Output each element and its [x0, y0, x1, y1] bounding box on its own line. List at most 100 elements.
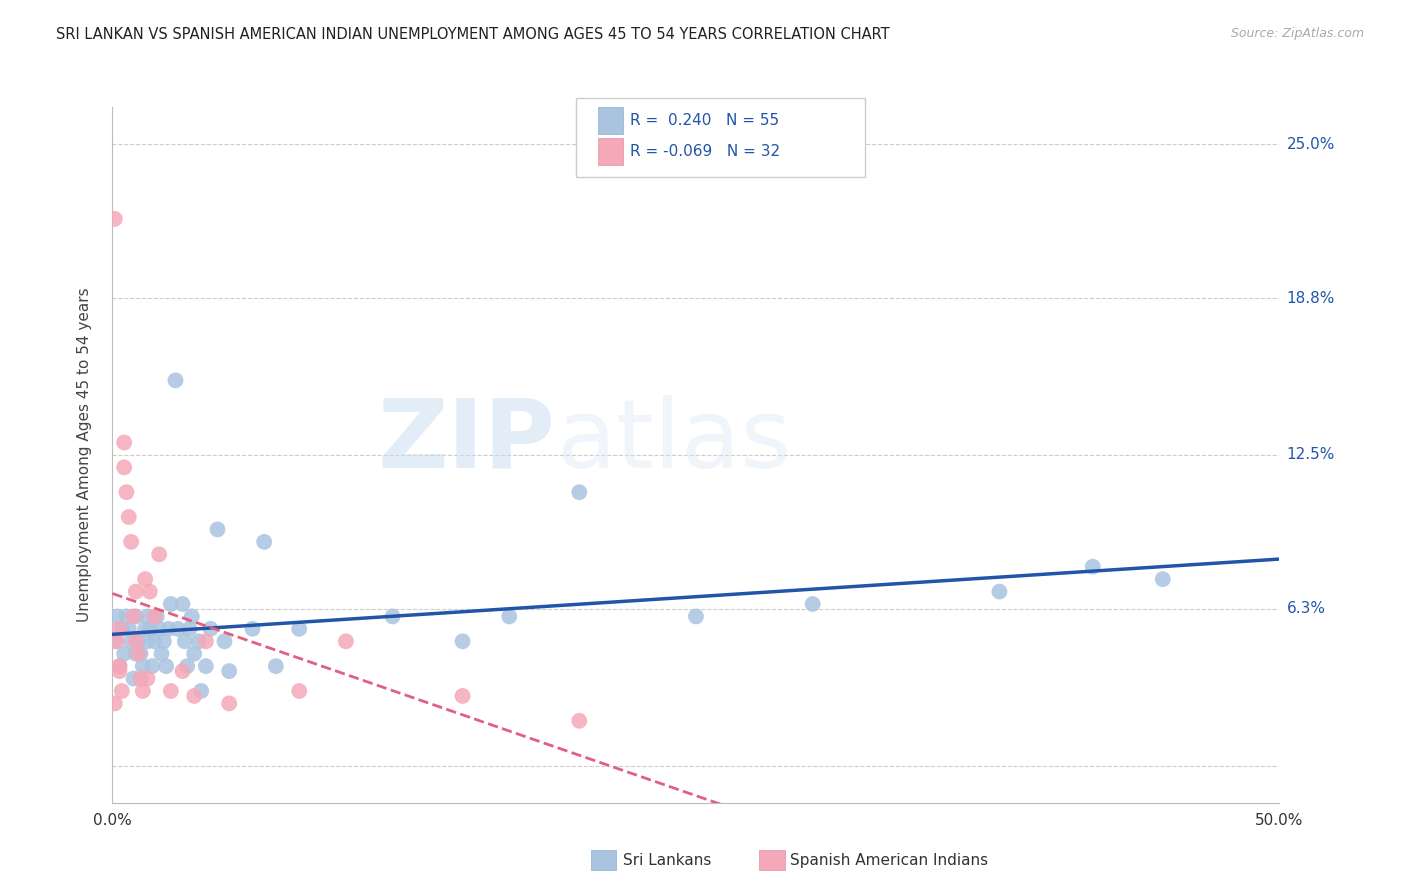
Point: [180, 609, 202, 624]
Point: [143, 634, 166, 648]
Point: [451, 689, 474, 703]
Point: [108, 664, 131, 678]
Y-axis label: Unemployment Among Ages 45 to 54 years: Unemployment Among Ages 45 to 54 years: [77, 287, 91, 623]
Point: [132, 684, 155, 698]
Point: [288, 622, 311, 636]
Point: [165, 373, 187, 387]
Point: [179, 622, 201, 636]
Point: [288, 684, 311, 698]
Point: [129, 672, 152, 686]
Point: [381, 609, 404, 624]
Point: [153, 634, 176, 648]
Point: [115, 609, 138, 624]
Point: [129, 647, 152, 661]
Point: [1152, 572, 1174, 586]
Point: [104, 634, 127, 648]
Text: 12.5%: 12.5%: [1286, 448, 1334, 462]
Point: [988, 584, 1011, 599]
Point: [139, 584, 162, 599]
Point: [148, 547, 170, 561]
Point: [120, 634, 142, 648]
Point: [118, 510, 141, 524]
Text: Sri Lankans: Sri Lankans: [623, 854, 711, 868]
Point: [214, 634, 236, 648]
Text: ZIP: ZIP: [378, 394, 555, 488]
Point: [127, 647, 149, 661]
Point: [108, 659, 131, 673]
Point: [1081, 559, 1104, 574]
Point: [112, 435, 135, 450]
Point: [134, 622, 156, 636]
Text: atlas: atlas: [555, 394, 792, 488]
Point: [125, 584, 148, 599]
Point: [150, 647, 173, 661]
Point: [183, 647, 205, 661]
Point: [108, 659, 131, 673]
Point: [141, 659, 163, 673]
Point: [112, 647, 135, 661]
Point: [568, 485, 591, 500]
Point: [127, 634, 149, 648]
Point: [112, 460, 135, 475]
Point: [200, 622, 222, 636]
Point: [139, 622, 162, 636]
Point: [190, 684, 212, 698]
Point: [801, 597, 824, 611]
Point: [105, 609, 128, 624]
Point: [157, 622, 180, 636]
Point: [172, 597, 194, 611]
Point: [132, 659, 155, 673]
Point: [194, 634, 217, 648]
Point: [166, 622, 188, 636]
Point: [108, 622, 131, 636]
Point: [173, 634, 195, 648]
Point: [264, 659, 287, 673]
Point: [183, 689, 205, 703]
Point: [218, 664, 240, 678]
Point: [160, 597, 183, 611]
Point: [105, 634, 128, 648]
Text: 18.8%: 18.8%: [1286, 291, 1334, 306]
Point: [498, 609, 520, 624]
Text: 6.3%: 6.3%: [1286, 601, 1326, 616]
Point: [125, 647, 148, 661]
Text: SRI LANKAN VS SPANISH AMERICAN INDIAN UNEMPLOYMENT AMONG AGES 45 TO 54 YEARS COR: SRI LANKAN VS SPANISH AMERICAN INDIAN UN…: [56, 27, 890, 42]
Point: [160, 684, 183, 698]
Point: [125, 634, 148, 648]
Point: [685, 609, 707, 624]
Point: [568, 714, 591, 728]
Point: [136, 672, 159, 686]
Text: R =  0.240   N = 55: R = 0.240 N = 55: [630, 113, 779, 128]
Point: [118, 622, 141, 636]
Point: [134, 572, 156, 586]
Text: Source: ZipAtlas.com: Source: ZipAtlas.com: [1230, 27, 1364, 40]
Point: [122, 609, 145, 624]
Point: [187, 634, 209, 648]
Point: [146, 609, 169, 624]
Point: [136, 609, 159, 624]
Point: [104, 697, 127, 711]
Point: [242, 622, 264, 636]
Text: R = -0.069   N = 32: R = -0.069 N = 32: [630, 145, 780, 159]
Point: [155, 659, 177, 673]
Point: [120, 534, 142, 549]
Text: 25.0%: 25.0%: [1286, 136, 1334, 152]
Point: [335, 634, 357, 648]
Point: [104, 211, 127, 226]
Point: [115, 485, 138, 500]
Point: [125, 609, 148, 624]
Text: Spanish American Indians: Spanish American Indians: [790, 854, 988, 868]
Point: [176, 659, 198, 673]
Point: [111, 684, 134, 698]
Point: [172, 664, 194, 678]
Point: [451, 634, 474, 648]
Point: [148, 622, 170, 636]
Point: [253, 534, 276, 549]
Point: [143, 609, 166, 624]
Point: [136, 634, 159, 648]
Point: [218, 697, 240, 711]
Point: [194, 659, 217, 673]
Point: [111, 622, 134, 636]
Point: [122, 672, 145, 686]
Point: [207, 523, 229, 537]
